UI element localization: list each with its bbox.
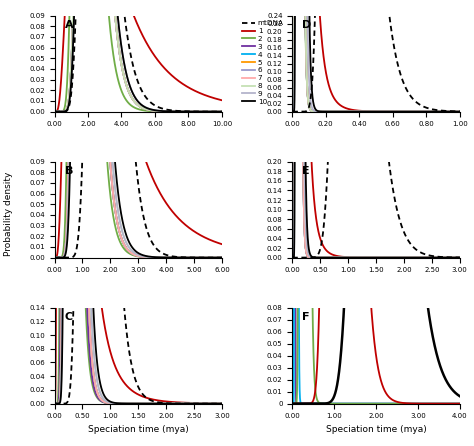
- Text: B: B: [64, 166, 73, 177]
- Legend: A, B, C, D, E: A, B, C, D, E: [472, 310, 474, 373]
- Text: Probability density: Probability density: [4, 172, 13, 256]
- Legend: mtDNA, 1, 2, 3, 4, 5, 6, 7, 8, 9, 10: mtDNA, 1, 2, 3, 4, 5, 6, 7, 8, 9, 10: [239, 17, 287, 108]
- Text: E: E: [302, 166, 310, 177]
- Text: F: F: [302, 312, 310, 322]
- Text: C: C: [64, 312, 73, 322]
- X-axis label: Speciation time (mya): Speciation time (mya): [326, 425, 427, 434]
- Text: D: D: [302, 21, 311, 30]
- Text: A: A: [64, 21, 73, 30]
- X-axis label: Speciation time (mya): Speciation time (mya): [88, 425, 189, 434]
